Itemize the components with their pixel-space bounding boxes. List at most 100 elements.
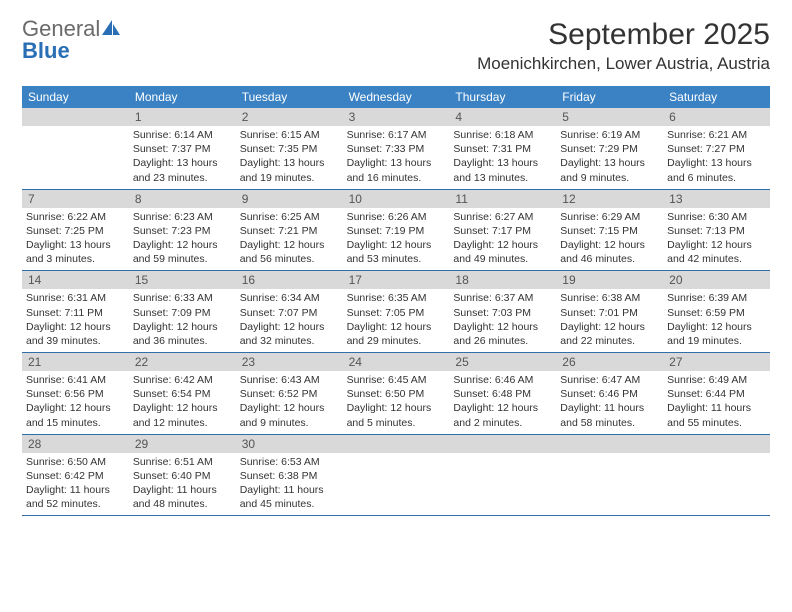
- day-body: Sunrise: 6:25 AMSunset: 7:21 PMDaylight:…: [236, 208, 343, 271]
- week-row: 7Sunrise: 6:22 AMSunset: 7:25 PMDaylight…: [22, 190, 770, 272]
- daylight-text: Daylight: 12 hours and 32 minutes.: [240, 320, 339, 348]
- day-number: 1: [129, 108, 236, 126]
- day-number: 13: [663, 190, 770, 208]
- day-body: Sunrise: 6:29 AMSunset: 7:15 PMDaylight:…: [556, 208, 663, 271]
- daylight-text: Daylight: 12 hours and 53 minutes.: [347, 238, 446, 266]
- sunset-text: Sunset: 7:05 PM: [347, 306, 446, 320]
- sunset-text: Sunset: 6:42 PM: [26, 469, 125, 483]
- sunset-text: Sunset: 7:23 PM: [133, 224, 232, 238]
- logo-text: General Blue: [22, 18, 120, 62]
- day-number: 19: [556, 271, 663, 289]
- week-row: 21Sunrise: 6:41 AMSunset: 6:56 PMDayligh…: [22, 353, 770, 435]
- daylight-text: Daylight: 11 hours and 45 minutes.: [240, 483, 339, 511]
- sunrise-text: Sunrise: 6:21 AM: [667, 128, 766, 142]
- page-title: September 2025: [477, 18, 770, 52]
- sunrise-text: Sunrise: 6:23 AM: [133, 210, 232, 224]
- day-body: Sunrise: 6:30 AMSunset: 7:13 PMDaylight:…: [663, 208, 770, 271]
- day-body: Sunrise: 6:31 AMSunset: 7:11 PMDaylight:…: [22, 289, 129, 352]
- sunset-text: Sunset: 7:27 PM: [667, 142, 766, 156]
- day-number: [22, 108, 129, 126]
- day-number: 17: [343, 271, 450, 289]
- sunrise-text: Sunrise: 6:45 AM: [347, 373, 446, 387]
- day-cell: 3Sunrise: 6:17 AMSunset: 7:33 PMDaylight…: [343, 108, 450, 189]
- day-body: Sunrise: 6:26 AMSunset: 7:19 PMDaylight:…: [343, 208, 450, 271]
- day-body: Sunrise: 6:27 AMSunset: 7:17 PMDaylight:…: [449, 208, 556, 271]
- week-row: 1Sunrise: 6:14 AMSunset: 7:37 PMDaylight…: [22, 108, 770, 190]
- day-number: 12: [556, 190, 663, 208]
- day-cell: [449, 435, 556, 516]
- day-cell: 1Sunrise: 6:14 AMSunset: 7:37 PMDaylight…: [129, 108, 236, 189]
- daylight-text: Daylight: 13 hours and 6 minutes.: [667, 156, 766, 184]
- day-body: Sunrise: 6:14 AMSunset: 7:37 PMDaylight:…: [129, 126, 236, 189]
- day-number: 2: [236, 108, 343, 126]
- day-cell: [556, 435, 663, 516]
- sunset-text: Sunset: 7:29 PM: [560, 142, 659, 156]
- day-number: 21: [22, 353, 129, 371]
- day-cell: 24Sunrise: 6:45 AMSunset: 6:50 PMDayligh…: [343, 353, 450, 434]
- day-body: Sunrise: 6:46 AMSunset: 6:48 PMDaylight:…: [449, 371, 556, 434]
- day-cell: 5Sunrise: 6:19 AMSunset: 7:29 PMDaylight…: [556, 108, 663, 189]
- day-number: 15: [129, 271, 236, 289]
- day-body: Sunrise: 6:37 AMSunset: 7:03 PMDaylight:…: [449, 289, 556, 352]
- day-body: Sunrise: 6:19 AMSunset: 7:29 PMDaylight:…: [556, 126, 663, 189]
- daylight-text: Daylight: 13 hours and 9 minutes.: [560, 156, 659, 184]
- sunrise-text: Sunrise: 6:14 AM: [133, 128, 232, 142]
- day-cell: 29Sunrise: 6:51 AMSunset: 6:40 PMDayligh…: [129, 435, 236, 516]
- day-number: 4: [449, 108, 556, 126]
- day-body: Sunrise: 6:15 AMSunset: 7:35 PMDaylight:…: [236, 126, 343, 189]
- sunrise-text: Sunrise: 6:43 AM: [240, 373, 339, 387]
- day-cell: [343, 435, 450, 516]
- daylight-text: Daylight: 12 hours and 39 minutes.: [26, 320, 125, 348]
- sunset-text: Sunset: 7:37 PM: [133, 142, 232, 156]
- day-body: [449, 453, 556, 459]
- sunset-text: Sunset: 7:25 PM: [26, 224, 125, 238]
- sunset-text: Sunset: 7:03 PM: [453, 306, 552, 320]
- sunrise-text: Sunrise: 6:51 AM: [133, 455, 232, 469]
- day-body: Sunrise: 6:35 AMSunset: 7:05 PMDaylight:…: [343, 289, 450, 352]
- day-body: Sunrise: 6:41 AMSunset: 6:56 PMDaylight:…: [22, 371, 129, 434]
- dow-saturday: Saturday: [663, 86, 770, 108]
- day-number: [343, 435, 450, 453]
- day-body: Sunrise: 6:39 AMSunset: 6:59 PMDaylight:…: [663, 289, 770, 352]
- sunset-text: Sunset: 7:07 PM: [240, 306, 339, 320]
- sunset-text: Sunset: 7:19 PM: [347, 224, 446, 238]
- sunrise-text: Sunrise: 6:33 AM: [133, 291, 232, 305]
- sunrise-text: Sunrise: 6:27 AM: [453, 210, 552, 224]
- day-cell: 7Sunrise: 6:22 AMSunset: 7:25 PMDaylight…: [22, 190, 129, 271]
- day-number: [556, 435, 663, 453]
- dow-tuesday: Tuesday: [236, 86, 343, 108]
- day-body: Sunrise: 6:21 AMSunset: 7:27 PMDaylight:…: [663, 126, 770, 189]
- daylight-text: Daylight: 12 hours and 36 minutes.: [133, 320, 232, 348]
- sunrise-text: Sunrise: 6:15 AM: [240, 128, 339, 142]
- day-number: 28: [22, 435, 129, 453]
- sunrise-text: Sunrise: 6:35 AM: [347, 291, 446, 305]
- day-body: [556, 453, 663, 459]
- sunrise-text: Sunrise: 6:46 AM: [453, 373, 552, 387]
- sunset-text: Sunset: 7:15 PM: [560, 224, 659, 238]
- sunrise-text: Sunrise: 6:22 AM: [26, 210, 125, 224]
- daylight-text: Daylight: 13 hours and 19 minutes.: [240, 156, 339, 184]
- sunrise-text: Sunrise: 6:17 AM: [347, 128, 446, 142]
- day-number: 20: [663, 271, 770, 289]
- daylight-text: Daylight: 11 hours and 48 minutes.: [133, 483, 232, 511]
- logo-text-2: Blue: [22, 38, 70, 63]
- sail-icon: [102, 18, 120, 40]
- day-cell: 8Sunrise: 6:23 AMSunset: 7:23 PMDaylight…: [129, 190, 236, 271]
- day-number: [663, 435, 770, 453]
- sunset-text: Sunset: 6:48 PM: [453, 387, 552, 401]
- week-row: 28Sunrise: 6:50 AMSunset: 6:42 PMDayligh…: [22, 435, 770, 517]
- day-body: Sunrise: 6:34 AMSunset: 7:07 PMDaylight:…: [236, 289, 343, 352]
- day-body: Sunrise: 6:23 AMSunset: 7:23 PMDaylight:…: [129, 208, 236, 271]
- day-cell: 19Sunrise: 6:38 AMSunset: 7:01 PMDayligh…: [556, 271, 663, 352]
- dow-thursday: Thursday: [449, 86, 556, 108]
- sunrise-text: Sunrise: 6:18 AM: [453, 128, 552, 142]
- day-body: Sunrise: 6:38 AMSunset: 7:01 PMDaylight:…: [556, 289, 663, 352]
- day-number: 22: [129, 353, 236, 371]
- day-body: [22, 126, 129, 132]
- day-number: 11: [449, 190, 556, 208]
- daylight-text: Daylight: 12 hours and 29 minutes.: [347, 320, 446, 348]
- sunset-text: Sunset: 6:46 PM: [560, 387, 659, 401]
- day-cell: 11Sunrise: 6:27 AMSunset: 7:17 PMDayligh…: [449, 190, 556, 271]
- day-cell: 13Sunrise: 6:30 AMSunset: 7:13 PMDayligh…: [663, 190, 770, 271]
- day-number: [449, 435, 556, 453]
